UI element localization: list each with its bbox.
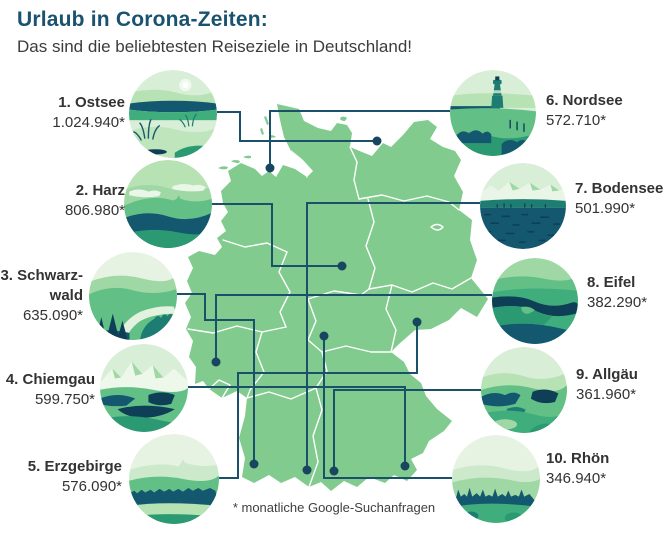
lighthouse-scene-icon	[450, 70, 536, 156]
connector-line-rh-n	[323, 336, 452, 479]
destination-label-chiemgau: 4. Chiemgau 599.750*	[6, 370, 95, 410]
destination-label-harz: 2. Harz 806.980*	[65, 181, 125, 221]
map-marker-dot-bodensee	[302, 465, 312, 475]
connector-line-chiemgau	[188, 386, 406, 466]
page-title: Urlaub in Corona-Zeiten:	[17, 8, 268, 31]
destination-name: 1. Ostsee	[58, 94, 125, 111]
forest_valley-scene-icon	[89, 252, 177, 340]
destination-label-nordsee: 6. Nordsee 572.710*	[546, 91, 623, 131]
ridge_forest-scene-icon	[129, 434, 219, 524]
destination-name: 3. Schwarz-	[0, 267, 83, 284]
destination-label-eifel: 8. Eifel 382.290*	[587, 273, 647, 313]
destination-search-count: 806.980*	[64, 202, 125, 219]
map-marker-dot-allg-u	[329, 466, 339, 476]
destination-name: 5. Erzgebirge	[27, 458, 122, 475]
destination-search-count: 576.090*	[61, 478, 122, 495]
destination-label-erzgebirge: 5. Erzgebirge 576.090*	[28, 457, 122, 497]
destination-photo-allg-u	[481, 347, 567, 433]
meadows-scene-icon	[481, 347, 567, 433]
destination-name: 6. Nordsee	[546, 92, 623, 109]
destination-photo-rh-n	[452, 435, 540, 523]
destination-photo-eifel	[492, 258, 578, 344]
page-subtitle: Das sind die beliebtesten Reiseziele in …	[17, 37, 413, 56]
beach-scene-icon	[129, 70, 217, 158]
header: Urlaub in Corona-Zeiten: Das sind die be…	[17, 8, 412, 57]
destination-photo-erzgebirge	[129, 434, 219, 524]
germany-landmass	[185, 104, 488, 491]
destination-name: wald	[49, 287, 83, 304]
destination-name: 2. Harz	[75, 182, 125, 199]
destination-search-count: 1.024.940*	[52, 114, 125, 131]
destination-photo-bodensee	[480, 163, 566, 249]
connector-line-schwarzwald	[177, 293, 255, 464]
connector-line-eifel	[215, 294, 492, 362]
map-marker-dot-ostsee	[372, 136, 382, 146]
river_bend-scene-icon	[492, 258, 578, 344]
destination-photo-chiemgau	[100, 344, 188, 432]
destination-photo-ostsee	[129, 70, 217, 158]
destination-name: 9. Allgäu	[576, 366, 638, 383]
destination-label-rh-n: 10. Rhön 346.940*	[546, 449, 609, 489]
destination-label-bodensee: 7. Bodensee 501.990*	[575, 179, 663, 219]
destination-name: 4. Chiemgau	[5, 371, 95, 388]
connector-line-allg-u	[333, 389, 481, 471]
destination-photo-nordsee	[450, 70, 536, 156]
footnote: * monatliche Google-Suchanfragen	[232, 500, 436, 515]
destination-name: 7. Bodensee	[575, 180, 664, 197]
destination-search-count: 599.750*	[34, 391, 95, 408]
map-marker-dot-chiemgau	[400, 461, 410, 471]
alps_lake-scene-icon	[100, 344, 188, 432]
map-marker-dot-erzgebirge	[412, 317, 422, 327]
map-marker-dot-harz	[337, 261, 347, 271]
coastal-islands	[218, 116, 347, 170]
hills_clouds-scene-icon	[124, 160, 212, 248]
destination-photo-harz	[124, 160, 212, 248]
connector-line-erzgebirge	[218, 322, 418, 479]
rolling_hills-scene-icon	[452, 435, 540, 523]
destination-search-count: 361.960*	[576, 386, 637, 403]
map-marker-dot-schwarzwald	[249, 459, 259, 469]
connector-line-ostsee	[217, 111, 377, 142]
connector-lines	[177, 110, 492, 479]
destination-label-allg-u: 9. Allgäu 361.960*	[576, 365, 638, 405]
destination-label-ostsee: 1. Ostsee 1.024.940*	[52, 93, 125, 133]
map-marker-dot-eifel	[211, 357, 221, 367]
destination-name: 8. Eifel	[587, 274, 636, 291]
destination-label-schwarzwald: 3. Schwarz-wald 635.090*	[0, 266, 83, 326]
map-marker-dot-rh-n	[319, 331, 329, 341]
map-marker-dot-nordsee	[265, 163, 275, 173]
connector-line-nordsee	[269, 110, 450, 168]
destination-search-count: 382.290*	[587, 294, 648, 311]
destination-photo-schwarzwald	[89, 252, 177, 340]
lake_mountains-scene-icon	[480, 163, 566, 249]
connector-line-bodensee	[306, 202, 480, 470]
map-marker-dots	[211, 136, 422, 476]
destination-search-count: 501.990*	[575, 200, 636, 217]
destination-search-count: 572.710*	[546, 112, 607, 129]
destination-name: 10. Rhön	[546, 450, 610, 467]
destination-search-count: 635.090*	[22, 307, 83, 324]
destination-search-count: 346.940*	[546, 470, 607, 487]
